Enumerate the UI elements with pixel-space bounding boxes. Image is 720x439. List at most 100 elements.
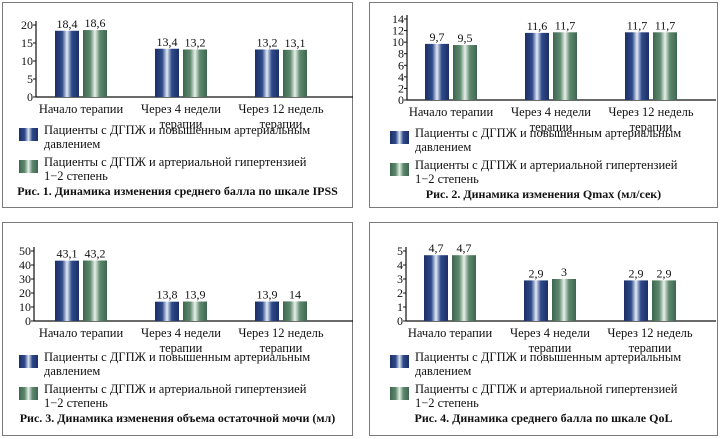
bar-hypertension xyxy=(452,255,476,321)
figure-caption: Рис. 2. Динамика изменения Qmax (мл/сек) xyxy=(425,187,662,201)
x-tick-label: терапии xyxy=(160,117,203,131)
y-tick-label: 40 xyxy=(19,258,31,272)
x-tick-label: Через 12 недель xyxy=(238,326,324,340)
data-label: 11,7 xyxy=(555,18,576,32)
data-label: 18,6 xyxy=(85,16,106,30)
legend-label: Пациенты с ДГПЖ и повышенным артериальны… xyxy=(44,123,311,137)
chart-ipss: 0 5 10 15 20 18,4 18,6 Начало терапии 13,4 13,2 Че… xyxy=(21,16,353,131)
y-tick-label: 6 xyxy=(398,58,404,72)
legend-swatch-blue xyxy=(19,128,38,141)
legend: Пациенты с ДГПЖ и повышенным артериальны… xyxy=(390,126,681,190)
y-tick-label: 12 xyxy=(392,24,404,38)
legend-swatch-blue xyxy=(390,131,409,144)
y-tick-label: 20 xyxy=(19,286,31,300)
legend-swatch-green xyxy=(19,387,38,400)
x-tick-label: терапии xyxy=(530,120,573,134)
chart-panel-ipss: 0 5 10 15 20 18,4 18,6 Начало терапии 13,4 13,2 Че… xyxy=(2,2,353,208)
chart-panel-qmax: 0 2 4 6 8 10 12 14 9,7 9,5 Начало терапии 11,6 11,7 Ч… xyxy=(369,2,718,208)
y-tick-label: 5 xyxy=(397,244,403,258)
bar-hypertension xyxy=(283,49,307,97)
legend-item-elevated-pressure: Пациенты с ДГПЖ и повышенным артериальны… xyxy=(390,350,681,378)
data-label: 13,2 xyxy=(185,35,206,49)
data-label: 2,9 xyxy=(529,266,544,280)
data-label: 11,7 xyxy=(655,18,676,32)
figure-caption: Рис. 1. Динамика изменения среднего балл… xyxy=(17,184,338,198)
bar-elevated-pressure xyxy=(255,301,279,321)
data-label: 13,9 xyxy=(257,288,278,302)
y-tick-label: 14 xyxy=(392,12,404,26)
bar-hypertension xyxy=(183,49,207,97)
x-tick-label: терапии xyxy=(260,117,303,131)
legend: Пациенты с ДГПЖ и повышенным артериальны… xyxy=(19,123,310,187)
y-tick-label: 10 xyxy=(19,300,31,314)
data-label: 3 xyxy=(561,265,567,279)
y-tick-label: 2 xyxy=(398,81,404,95)
chart-panel-residual-urine: 0 10 20 30 40 50 43,1 43,2 Начало терапии 13,8 13,… xyxy=(2,222,353,436)
data-label: 13,1 xyxy=(285,36,306,50)
bar-hypertension xyxy=(83,260,107,321)
bar-elevated-pressure xyxy=(155,301,179,321)
legend-item-elevated-pressure: Пациенты с ДГПЖ и повышенным артериальны… xyxy=(19,350,310,378)
bar-hypertension xyxy=(453,45,477,100)
legend-item-hypertension: Пациенты с ДГПЖ и артериальной гипертенз… xyxy=(19,155,310,183)
y-tick-label: 10 xyxy=(21,54,33,68)
legend-label: давлением xyxy=(415,364,472,378)
data-label: 9,7 xyxy=(430,30,445,44)
legend: Пациенты с ДГПЖ и повышенным артериальны… xyxy=(19,350,310,414)
bar-hypertension xyxy=(652,280,676,321)
y-tick-label: 2 xyxy=(397,286,403,300)
data-label: 11,6 xyxy=(527,19,548,33)
y-tick-label: 20 xyxy=(21,18,33,32)
legend-item-elevated-pressure: Пациенты с ДГПЖ и повышенным артериальны… xyxy=(390,126,681,154)
bar-elevated-pressure xyxy=(525,32,549,100)
legend-label: Пациенты с ДГПЖ и повышенным артериальны… xyxy=(44,350,311,364)
data-label: 2,9 xyxy=(629,266,644,280)
data-label: 13,9 xyxy=(185,288,206,302)
x-tick-label: Через 4 недели xyxy=(141,102,221,116)
x-tick-label: Через 12 недель xyxy=(608,105,694,119)
x-tick-label: Начало терапии xyxy=(39,102,124,116)
legend-item-hypertension: Пациенты с ДГПЖ и артериальной гипертенз… xyxy=(390,158,681,186)
y-tick-label: 0 xyxy=(398,93,404,107)
y-tick-label: 3 xyxy=(397,272,403,286)
bar-elevated-pressure xyxy=(55,30,79,97)
legend-label: 1−2 степень xyxy=(44,396,108,410)
bar-elevated-pressure xyxy=(425,43,449,100)
bar-hypertension xyxy=(553,32,577,100)
data-label: 13,4 xyxy=(157,35,178,49)
legend-label: 1−2 степень xyxy=(415,172,479,186)
x-tick-label: Начало терапии xyxy=(408,326,493,340)
bar-hypertension xyxy=(552,279,576,321)
data-label: 11,7 xyxy=(627,18,648,32)
data-label: 4,7 xyxy=(429,241,444,255)
y-tick-label: 0 xyxy=(25,314,31,328)
y-tick-label: 8 xyxy=(398,47,404,61)
figure-caption: Рис. 3. Динамика изменения объема остато… xyxy=(19,411,336,425)
data-label: 4,7 xyxy=(457,241,472,255)
bar-elevated-pressure xyxy=(424,255,448,321)
y-tick-label: 10 xyxy=(392,35,404,49)
legend-swatch-blue xyxy=(19,355,38,368)
legend-label: давлением xyxy=(44,364,101,378)
legend-label: Пациенты с ДГПЖ и повышенным артериальны… xyxy=(415,350,682,364)
bar-hypertension xyxy=(653,32,677,100)
legend-item-hypertension: Пациенты с ДГПЖ и артериальной гипертенз… xyxy=(390,382,681,410)
legend-label: Пациенты с ДГПЖ и повышенным артериальны… xyxy=(415,126,682,140)
data-label: 43,1 xyxy=(57,247,78,261)
bar-elevated-pressure xyxy=(625,32,649,100)
data-label: 18,4 xyxy=(57,17,78,31)
legend-swatch-blue xyxy=(390,355,409,368)
legend-item-hypertension: Пациенты с ДГПЖ и артериальной гипертенз… xyxy=(19,382,310,410)
data-label: 13,2 xyxy=(257,35,278,49)
bar-elevated-pressure xyxy=(255,49,279,97)
bar-hypertension xyxy=(83,30,107,97)
y-tick-label: 4 xyxy=(397,258,403,272)
x-tick-label: Через 4 недели xyxy=(141,326,221,340)
bar-hypertension xyxy=(283,301,307,321)
bar-elevated-pressure xyxy=(524,280,548,321)
bar-elevated-pressure xyxy=(155,48,179,97)
bar-hypertension xyxy=(183,301,207,321)
